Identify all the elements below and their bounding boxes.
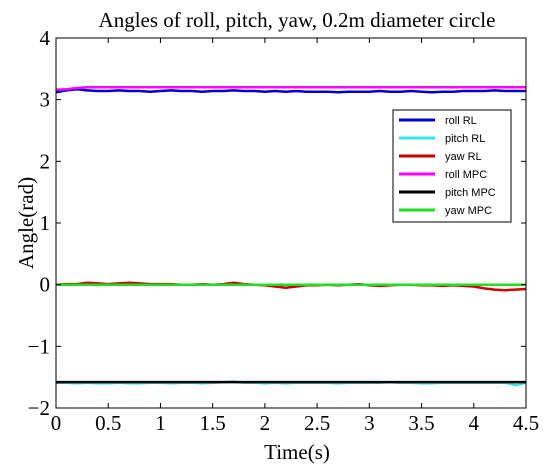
y-tick-label: 1 [40,211,51,235]
x-tick-label: 3 [364,411,375,435]
x-tick-label: 0.5 [95,411,121,435]
y-tick-label: −2 [28,396,50,420]
legend-label: roll RL [445,115,477,127]
series-line-roll-rl [55,87,526,94]
plot-area [56,38,526,408]
y-tick-label: 2 [40,149,51,173]
y-tick-label: 3 [40,88,51,112]
x-tick-label: 2.5 [304,411,330,435]
x-tick-label: 1.5 [200,411,226,435]
legend: roll RL pitch RL yaw RL roll MPC pitch MPC ya… [392,109,512,223]
legend-label: pitch MPC [445,187,496,199]
y-tick-label: 0 [40,273,51,297]
x-tick-label: 4.5 [513,411,539,435]
x-axis-label: Time(s) [264,440,330,464]
ticks-layer: 0 0.5 1 1.5 2 2.5 3 3.5 4 4.5 −2 −1 0 1 2 3 4 [28,26,539,435]
y-tick-label: −1 [28,334,50,358]
y-axis-label: Angle(rad) [14,177,38,269]
series-line-roll-mpc [55,86,526,92]
x-tick-label: 1 [155,411,166,435]
plot-frame [55,37,527,409]
x-tick-label: 2 [260,411,271,435]
legend-label: roll MPC [445,169,487,181]
legend-box [392,109,512,223]
legend-label: yaw RL [445,151,482,163]
chart-title: Angles of roll, pitch, yaw, 0.2m diamete… [99,8,496,32]
x-tick-label: 4 [469,411,480,435]
x-tick-label: 0 [51,411,62,435]
x-tick-label: 3.5 [408,411,434,435]
series-layer [55,86,527,387]
legend-label: pitch RL [445,133,485,145]
y-tick-label: 4 [40,26,51,50]
legend-label: yaw MPC [445,205,492,217]
